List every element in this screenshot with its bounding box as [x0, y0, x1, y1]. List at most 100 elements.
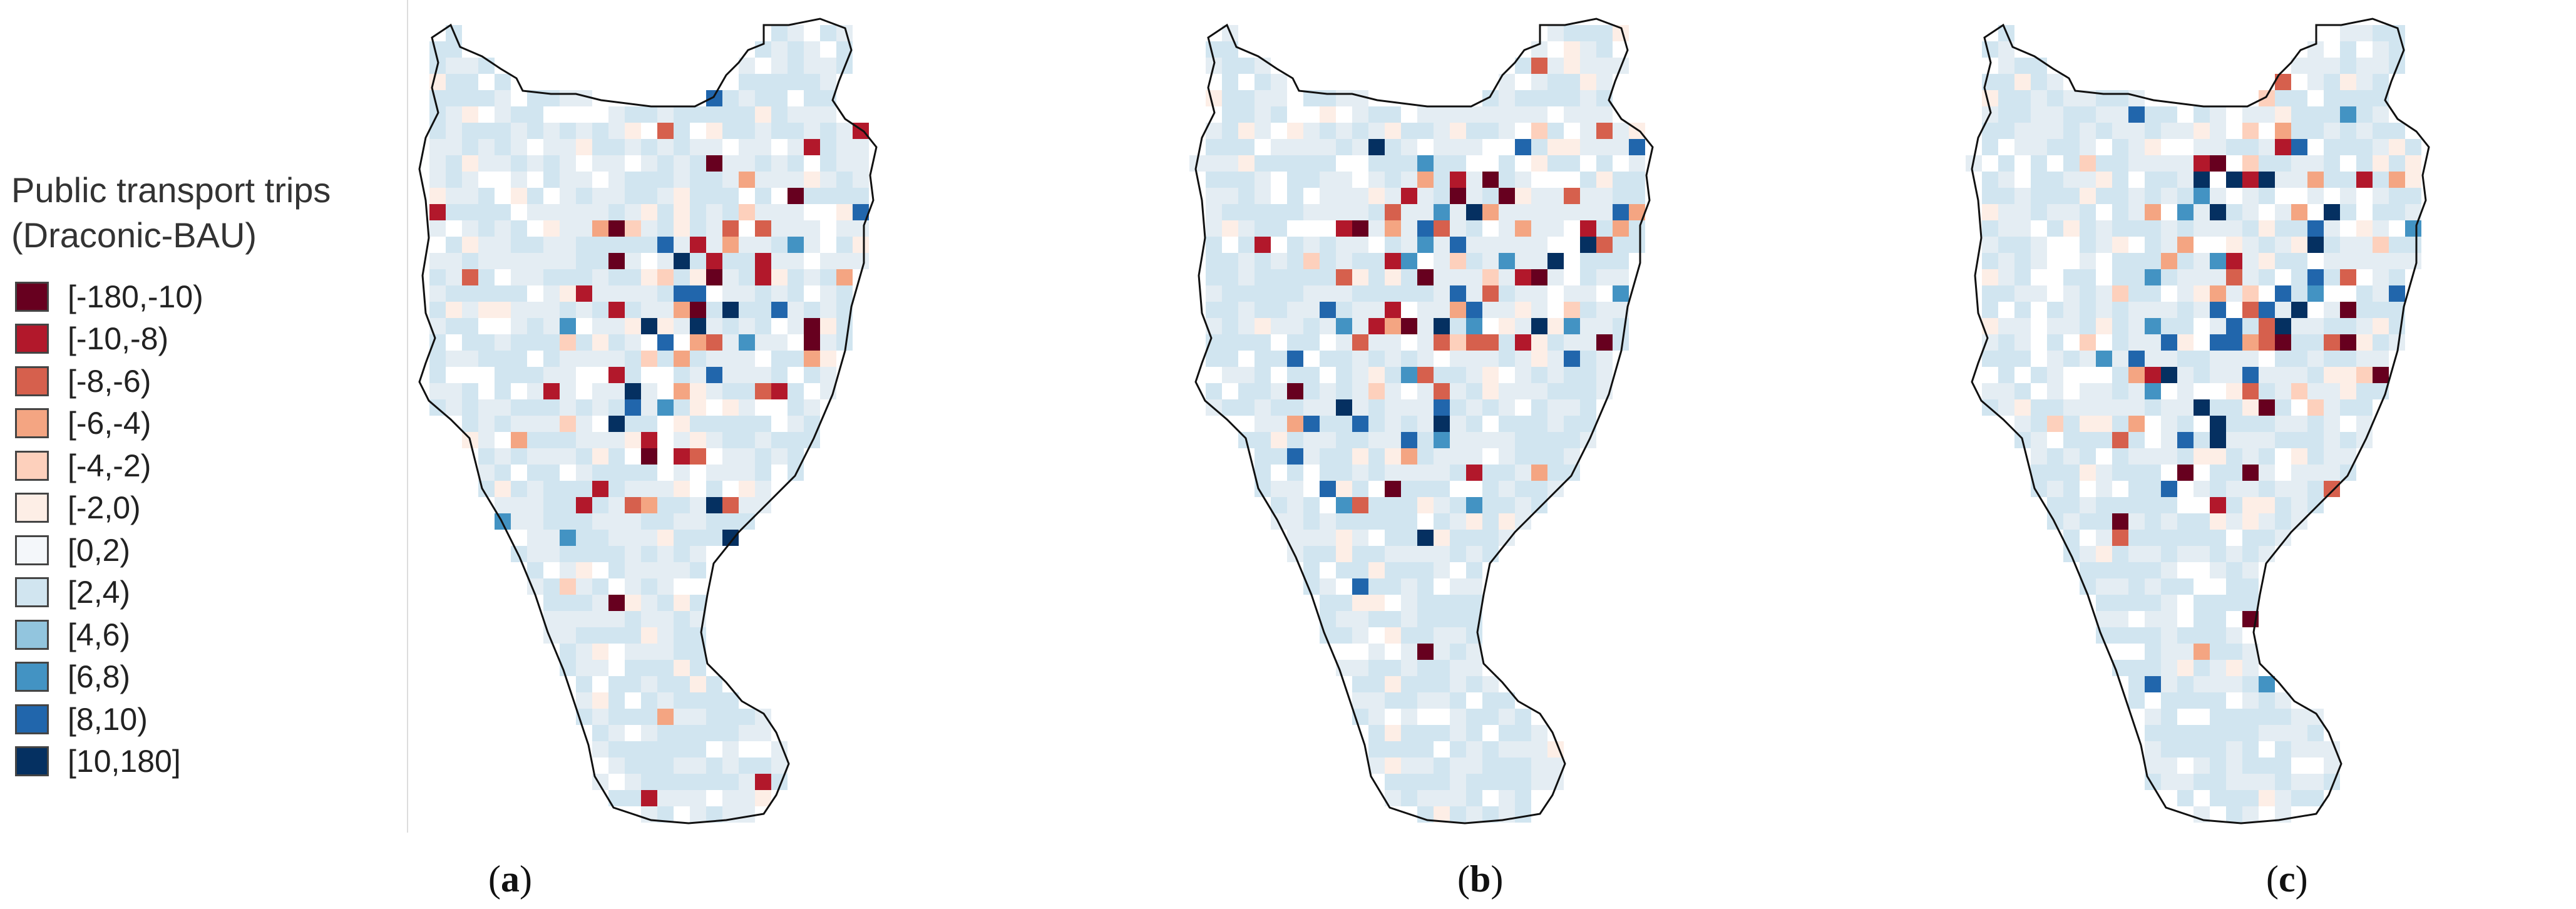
grid-cell [462, 139, 478, 155]
grid-cell [2128, 90, 2145, 106]
grid-cell [2194, 692, 2210, 709]
grid-cell [2096, 546, 2112, 562]
grid-cell [2096, 123, 2112, 139]
grid-cell [1368, 709, 1385, 725]
grid-cell [1385, 611, 1401, 627]
grid-cell [1596, 334, 1613, 351]
grid-cell [690, 530, 706, 546]
grid-cell [2226, 220, 2242, 237]
grid-cell [2128, 676, 2145, 692]
grid-cell [625, 399, 641, 416]
grid-cell [592, 139, 608, 155]
grid-cell [690, 546, 706, 562]
grid-cell [739, 253, 755, 269]
grid-cell [771, 58, 788, 74]
grid-cell [1596, 351, 1613, 367]
grid-cell [543, 172, 560, 188]
grid-cell [1450, 285, 1466, 302]
grid-cell [2324, 204, 2340, 220]
grid-cell [2194, 302, 2210, 318]
grid-cell [1255, 123, 1271, 139]
grid-cell [2047, 383, 2063, 399]
grid-cell [1450, 204, 1466, 220]
grid-cell [2128, 351, 2145, 367]
grid-cell [1596, 25, 1613, 41]
grid-cell [788, 204, 804, 220]
grid-cell [2307, 318, 2324, 334]
grid-cell [1499, 774, 1515, 790]
grid-cell [788, 139, 804, 155]
grid-cell [771, 302, 788, 318]
grid-cell [1515, 725, 1531, 741]
grid-cell [2275, 204, 2291, 220]
grid-cell [2112, 351, 2128, 367]
grid-cell [1206, 269, 1222, 285]
grid-cell [2340, 432, 2356, 448]
grid-cell [478, 399, 495, 416]
grid-cell [576, 351, 592, 367]
grid-cell [608, 237, 625, 253]
grid-cell [755, 432, 771, 448]
grid-cell [1417, 676, 1434, 692]
grid-cell [657, 237, 674, 253]
grid-cell [1417, 220, 1434, 237]
grid-cell [2145, 758, 2161, 774]
grid-cell [2389, 188, 2405, 204]
grid-cell [690, 155, 706, 172]
grid-cell [1531, 383, 1547, 399]
grid-cell [592, 432, 608, 448]
grid-cell [2112, 562, 2128, 578]
legend-item: [-6,-4) [15, 403, 203, 445]
grid-cell [1580, 253, 1596, 269]
grid-cell [1613, 334, 1629, 351]
grid-cell [771, 155, 788, 172]
grid-cell [2307, 465, 2324, 481]
grid-cell [1368, 253, 1385, 269]
grid-cell [1499, 513, 1515, 530]
grid-cell [1580, 90, 1596, 106]
grid-cell [1417, 172, 1434, 188]
grid-cell [2080, 448, 2096, 465]
grid-cell [674, 790, 690, 806]
grid-cell [2242, 709, 2259, 725]
grid-cell [657, 302, 674, 318]
grid-cell [608, 302, 625, 318]
grid-cell [1206, 204, 1222, 220]
grid-cell [2145, 139, 2161, 155]
grid-cell [462, 155, 478, 172]
grid-cell [1336, 123, 1352, 139]
grid-cell [706, 188, 722, 204]
grid-cell [462, 106, 478, 123]
grid-cell [2014, 139, 2031, 155]
grid-cell [511, 432, 527, 448]
grid-cell [2161, 399, 2177, 416]
grid-cell [2291, 334, 2307, 351]
grid-cell [1368, 106, 1385, 123]
grid-cell [674, 660, 690, 676]
grid-cell [2210, 481, 2226, 497]
grid-cell [706, 709, 722, 725]
map-panel-c [1966, 13, 2567, 833]
grid-cell [608, 172, 625, 188]
grid-cell [495, 106, 511, 123]
grid-cell [2324, 318, 2340, 334]
grid-cell [722, 123, 739, 139]
grid-cell [641, 237, 657, 253]
grid-cell [2128, 106, 2145, 123]
grid-cell [755, 790, 771, 806]
grid-cell [495, 155, 511, 172]
grid-cell [2194, 172, 2210, 188]
grid-cell [1206, 172, 1222, 188]
grid-cell [2080, 155, 2096, 172]
grid-cell [2373, 285, 2389, 302]
grid-cell [1596, 204, 1613, 220]
grid-cell [788, 106, 804, 123]
map-panel-a [413, 13, 1014, 833]
grid-cell [2063, 432, 2080, 448]
grid-cell [1515, 253, 1531, 269]
grid-cell [2031, 285, 2047, 302]
grid-cell [1352, 562, 1368, 578]
grid-cell [576, 676, 592, 692]
grid-cell [1417, 465, 1434, 481]
grid-cell [1531, 774, 1547, 790]
